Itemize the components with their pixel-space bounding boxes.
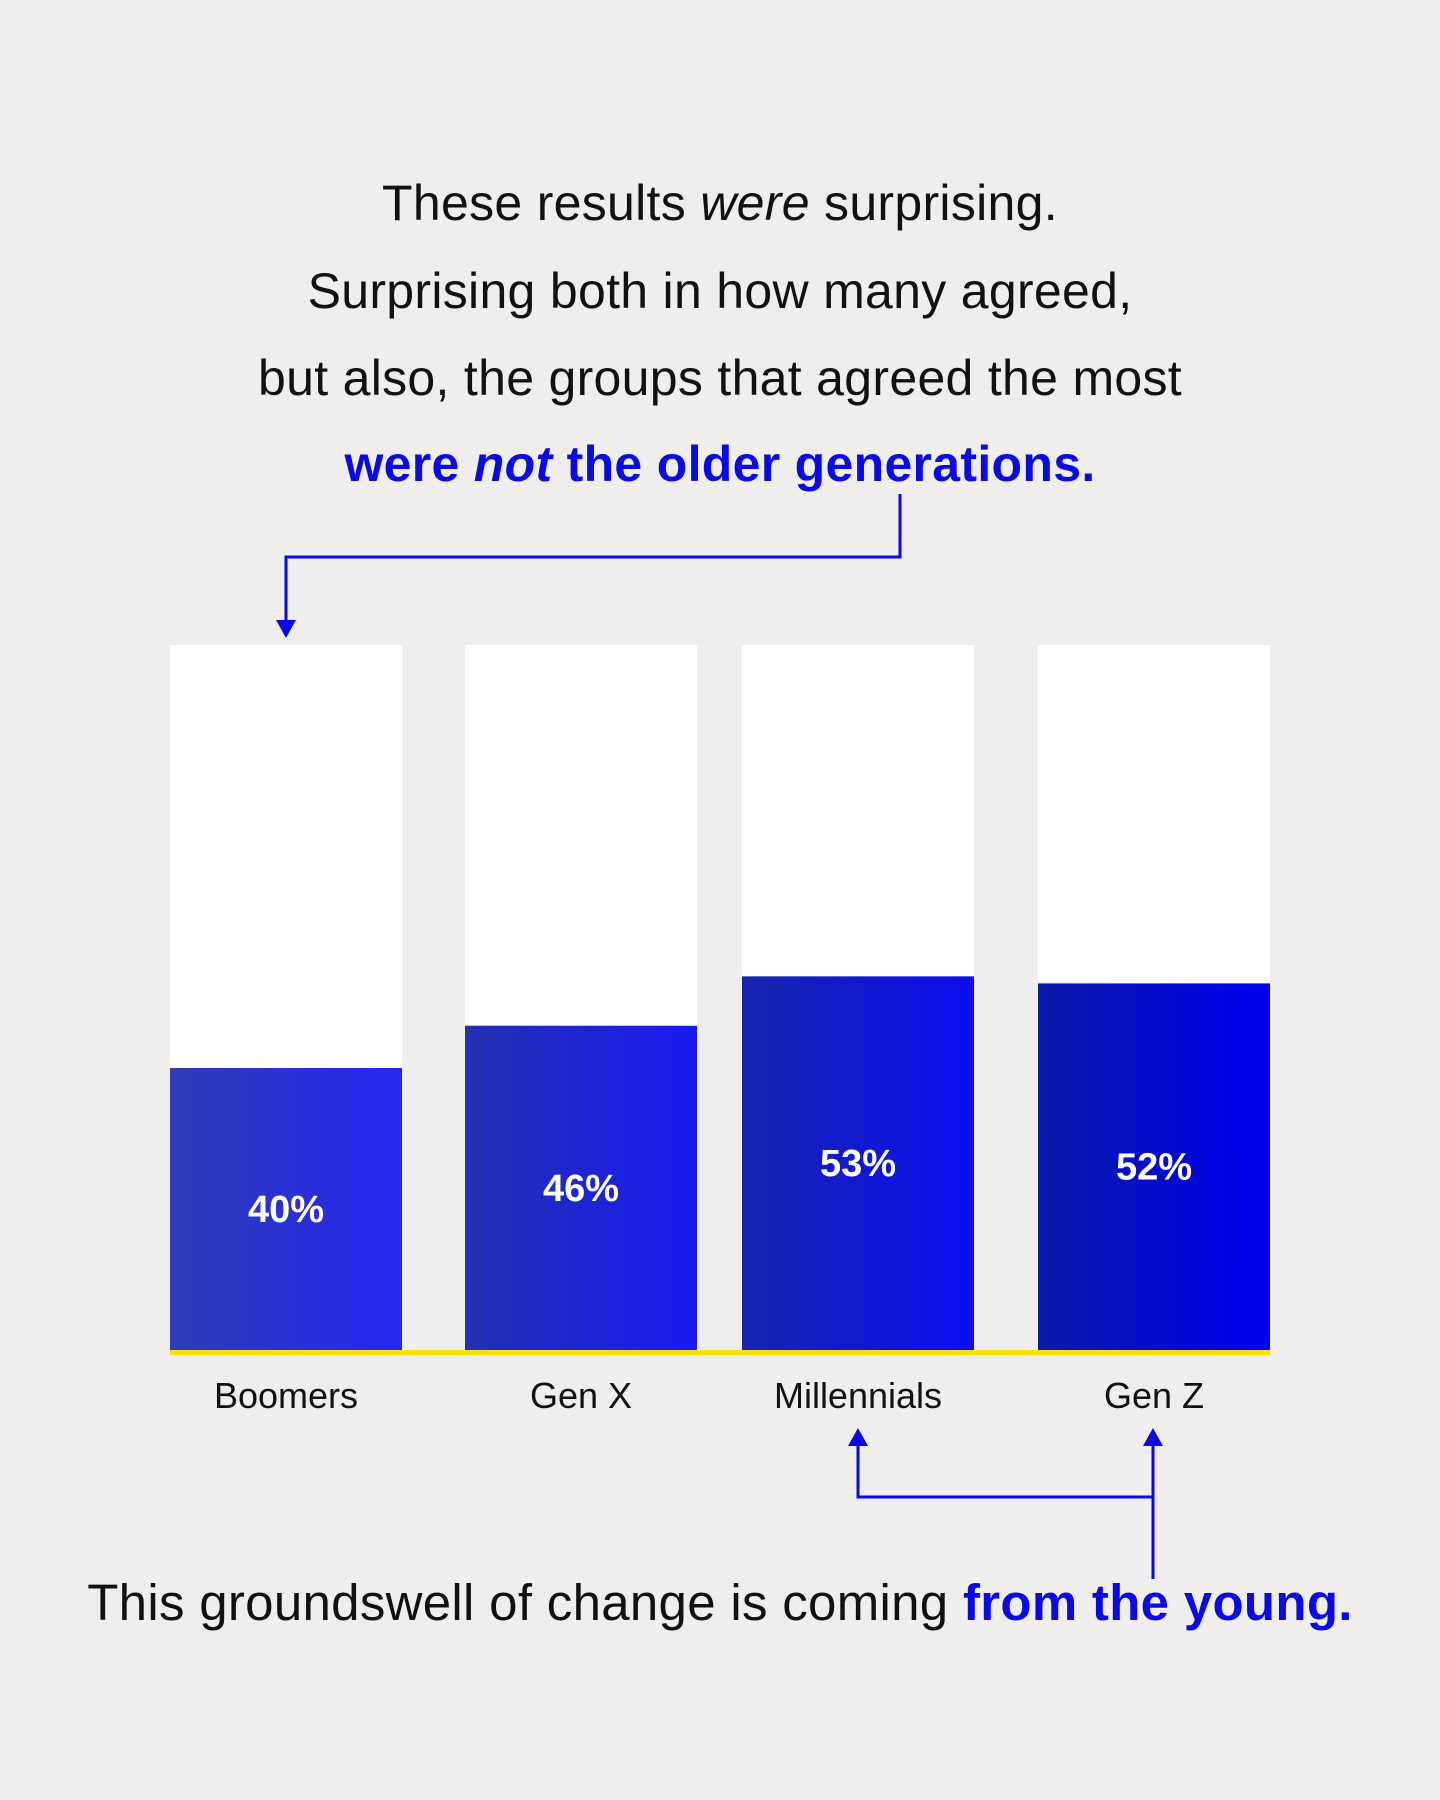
- bar-value-label: 53%: [820, 1143, 896, 1185]
- footer-text: This groundswell of change is coming fro…: [87, 1574, 1353, 1631]
- headline-line-4: were not the older generations.: [344, 436, 1096, 492]
- bar: [742, 976, 974, 1350]
- bar-value-label: 40%: [248, 1189, 324, 1231]
- bar: [465, 1025, 697, 1350]
- headline-line-3: but also, the groups that agreed the mos…: [258, 350, 1182, 406]
- category-label: Gen X: [530, 1375, 632, 1416]
- category-label: Gen Z: [1104, 1375, 1204, 1416]
- baseline: [170, 1350, 1270, 1355]
- category-label: Millennials: [774, 1375, 942, 1416]
- headline-line-2: Surprising both in how many agreed,: [307, 263, 1133, 319]
- top-arrow: [276, 494, 902, 638]
- bar-value-label: 46%: [543, 1168, 619, 1210]
- bar-value-label: 52%: [1116, 1147, 1192, 1189]
- headline-line-1: These results were surprising.: [382, 175, 1058, 231]
- bottom-arrows: [848, 1428, 1163, 1579]
- bar: [170, 1068, 402, 1350]
- category-label: Boomers: [214, 1375, 358, 1416]
- bar: [1038, 983, 1270, 1350]
